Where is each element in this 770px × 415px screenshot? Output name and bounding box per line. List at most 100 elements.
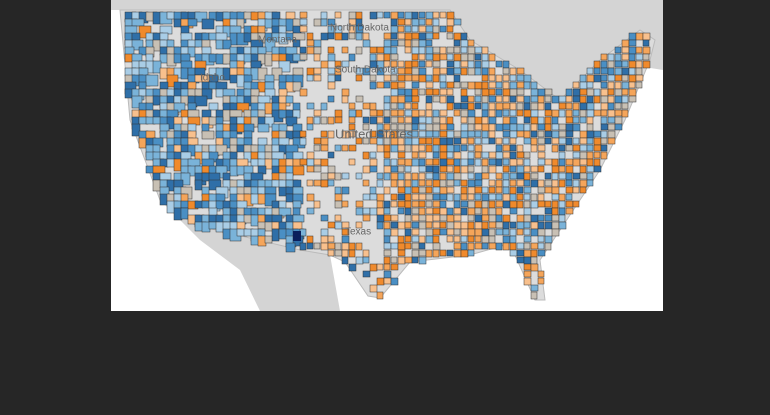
county: [586, 88, 595, 97]
county: [411, 60, 419, 68]
county: [306, 74, 314, 82]
county: [439, 193, 448, 201]
county: [509, 102, 517, 111]
county: [264, 193, 277, 207]
county: [600, 81, 608, 89]
county: [523, 193, 531, 201]
county: [194, 179, 203, 191]
county: [460, 200, 469, 208]
county: [453, 130, 462, 138]
county: [404, 46, 412, 54]
county: [306, 193, 315, 202]
county: [418, 60, 426, 68]
county: [600, 102, 609, 111]
county: [390, 53, 399, 61]
county: [397, 102, 405, 110]
county: [481, 214, 490, 222]
county: [516, 81, 525, 89]
county: [390, 193, 398, 201]
county: [635, 46, 643, 54]
county: [509, 74, 517, 82]
county: [439, 109, 448, 117]
county: [425, 130, 434, 138]
county: [404, 193, 412, 202]
county: [523, 200, 531, 209]
county: [362, 207, 371, 215]
county: [488, 123, 496, 132]
county: [579, 165, 587, 174]
county: [432, 214, 441, 222]
county: [425, 116, 433, 125]
county: [572, 172, 581, 180]
county: [439, 165, 448, 173]
county: [460, 144, 468, 152]
county: [355, 137, 363, 145]
county: [551, 123, 560, 131]
county: [313, 53, 321, 62]
county: [453, 214, 462, 222]
county: [446, 151, 454, 159]
county: [397, 242, 406, 251]
county: [341, 172, 350, 180]
county: [383, 60, 391, 68]
county: [495, 186, 503, 194]
county: [404, 235, 412, 243]
county: [607, 123, 616, 131]
county: [229, 109, 243, 118]
county: [502, 123, 511, 131]
county: [411, 221, 420, 229]
county: [390, 172, 399, 181]
county: [180, 109, 189, 118]
county: [439, 144, 448, 153]
county: [369, 102, 377, 111]
county: [474, 60, 482, 69]
county: [425, 193, 434, 201]
county: [152, 60, 162, 74]
county: [537, 123, 546, 131]
county: [516, 67, 525, 75]
county: [544, 179, 553, 187]
county: [481, 67, 489, 76]
county: [467, 151, 475, 160]
county: [565, 88, 573, 97]
county: [621, 46, 630, 54]
county: [404, 88, 413, 97]
county: [320, 179, 329, 188]
county: [509, 200, 518, 209]
county: [481, 193, 490, 202]
county: [453, 102, 462, 110]
county: [348, 102, 356, 110]
county: [383, 95, 391, 104]
county: [411, 18, 420, 27]
county: [397, 67, 406, 75]
county: [432, 200, 441, 208]
county: [355, 200, 364, 208]
county: [348, 263, 357, 272]
county: [418, 116, 427, 124]
county: [369, 109, 378, 117]
county: [523, 228, 531, 236]
county: [579, 95, 587, 104]
county: [376, 193, 385, 202]
county: [299, 46, 307, 54]
county: [334, 249, 343, 257]
county: [453, 74, 461, 83]
county: [467, 137, 475, 145]
county: [243, 130, 253, 139]
county: [411, 46, 420, 55]
county: [614, 60, 623, 68]
county: [320, 235, 329, 244]
county: [460, 130, 469, 139]
county: [600, 88, 609, 97]
county: [320, 158, 329, 167]
county: [383, 172, 391, 181]
county: [453, 165, 461, 174]
county: [320, 137, 329, 146]
county: [495, 60, 503, 68]
county: [439, 53, 448, 61]
county: [173, 18, 182, 28]
county: [481, 46, 489, 55]
county: [502, 165, 510, 173]
county: [320, 60, 329, 69]
county: [600, 116, 608, 125]
